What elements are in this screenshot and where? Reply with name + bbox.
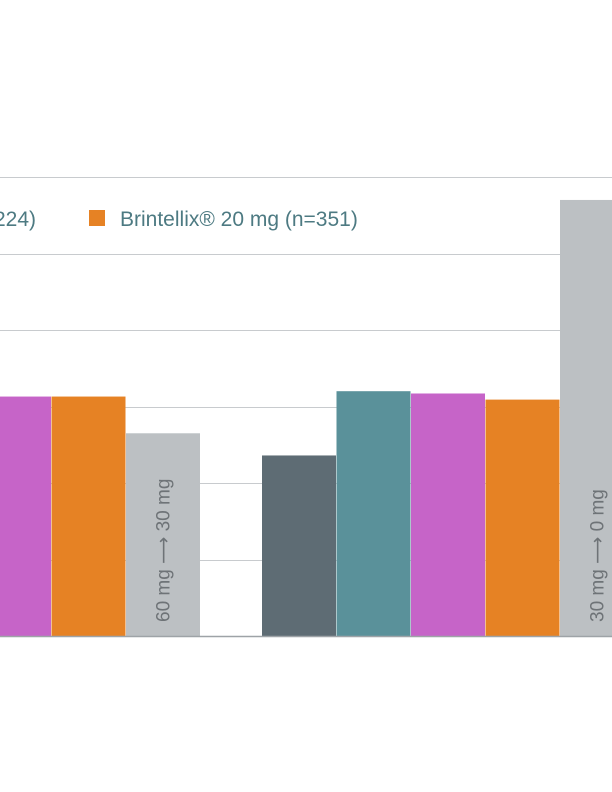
bar-label: 30 mg ⟶ 0 mg <box>587 489 608 622</box>
bars <box>0 199 612 636</box>
bar-labels: 60 mg ⟶ 30 mg 30 mg ⟶ 0 mg <box>153 479 608 622</box>
bar <box>262 455 336 636</box>
bar <box>485 399 560 636</box>
bar <box>51 396 126 636</box>
bar <box>126 433 200 636</box>
legend-swatch-brintellix-20mg <box>89 210 105 226</box>
bar <box>336 391 411 636</box>
bar <box>411 393 485 636</box>
bar <box>0 396 51 636</box>
bar <box>560 199 612 636</box>
legend: 224) Brintellix® 20 mg (n=351) <box>0 208 358 231</box>
bar-label: 60 mg ⟶ 30 mg <box>153 479 174 622</box>
legend-label-series-1: 224) <box>0 208 36 231</box>
legend-label-brintellix-20mg: Brintellix® 20 mg (n=351) <box>120 208 358 231</box>
